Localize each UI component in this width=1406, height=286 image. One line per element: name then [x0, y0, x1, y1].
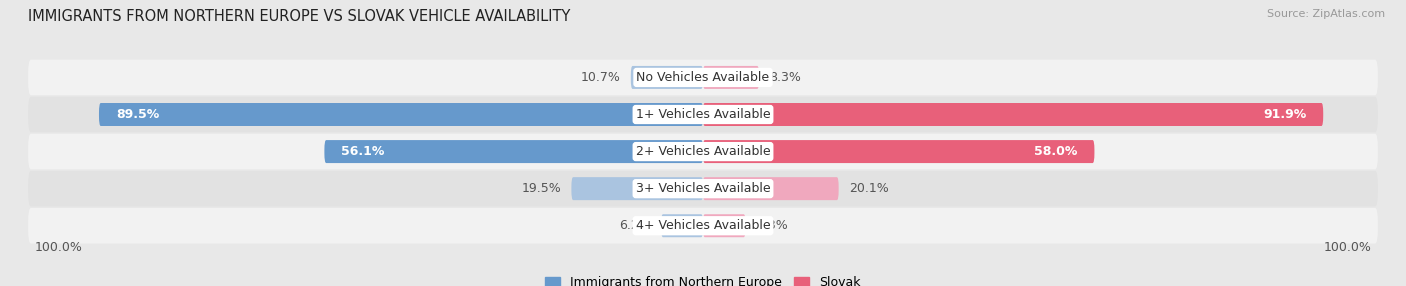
- Text: 4+ Vehicles Available: 4+ Vehicles Available: [636, 219, 770, 232]
- Text: 100.0%: 100.0%: [1323, 241, 1371, 254]
- FancyBboxPatch shape: [631, 66, 703, 89]
- FancyBboxPatch shape: [28, 60, 1378, 95]
- Text: 58.0%: 58.0%: [1035, 145, 1077, 158]
- Text: No Vehicles Available: No Vehicles Available: [637, 71, 769, 84]
- FancyBboxPatch shape: [98, 103, 703, 126]
- Text: 19.5%: 19.5%: [522, 182, 561, 195]
- FancyBboxPatch shape: [325, 140, 703, 163]
- Text: 1+ Vehicles Available: 1+ Vehicles Available: [636, 108, 770, 121]
- Text: 6.3%: 6.3%: [755, 219, 787, 232]
- Text: 56.1%: 56.1%: [342, 145, 385, 158]
- FancyBboxPatch shape: [28, 134, 1378, 169]
- Text: Source: ZipAtlas.com: Source: ZipAtlas.com: [1267, 9, 1385, 19]
- FancyBboxPatch shape: [28, 97, 1378, 132]
- Text: 89.5%: 89.5%: [115, 108, 159, 121]
- FancyBboxPatch shape: [571, 177, 703, 200]
- FancyBboxPatch shape: [703, 177, 838, 200]
- FancyBboxPatch shape: [703, 66, 759, 89]
- FancyBboxPatch shape: [703, 140, 1094, 163]
- Text: 2+ Vehicles Available: 2+ Vehicles Available: [636, 145, 770, 158]
- Legend: Immigrants from Northern Europe, Slovak: Immigrants from Northern Europe, Slovak: [546, 277, 860, 286]
- Text: 3+ Vehicles Available: 3+ Vehicles Available: [636, 182, 770, 195]
- Text: 8.3%: 8.3%: [769, 71, 801, 84]
- FancyBboxPatch shape: [28, 208, 1378, 243]
- Text: 10.7%: 10.7%: [581, 71, 620, 84]
- Text: 20.1%: 20.1%: [849, 182, 889, 195]
- Text: IMMIGRANTS FROM NORTHERN EUROPE VS SLOVAK VEHICLE AVAILABILITY: IMMIGRANTS FROM NORTHERN EUROPE VS SLOVA…: [28, 9, 571, 23]
- FancyBboxPatch shape: [703, 214, 745, 237]
- Text: 100.0%: 100.0%: [35, 241, 83, 254]
- Text: 91.9%: 91.9%: [1263, 108, 1306, 121]
- FancyBboxPatch shape: [28, 171, 1378, 206]
- FancyBboxPatch shape: [661, 214, 703, 237]
- Text: 6.2%: 6.2%: [619, 219, 651, 232]
- FancyBboxPatch shape: [703, 103, 1323, 126]
